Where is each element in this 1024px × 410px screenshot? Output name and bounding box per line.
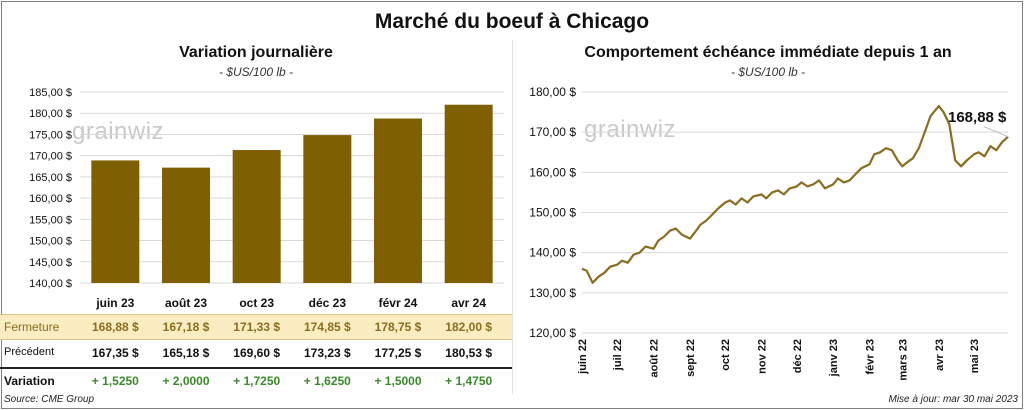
left-watermark-logo: grainwiz (72, 118, 165, 145)
prev-cell: 180,53 $ (445, 346, 493, 360)
bar-category-label: févr 24 (379, 296, 418, 310)
price-line-series (581, 105, 1009, 284)
bar-4 (374, 118, 422, 284)
previous-row-label: Précédent (4, 346, 55, 358)
last-value-label: 168,88 $ (948, 109, 1007, 126)
bar-y-tick-label: 155,00 $ (29, 214, 72, 226)
line-x-tick-label: août 22 (649, 339, 661, 378)
bar-chart: 140,00 $ 145,00 $ 150,00 $ 155,00 $ 160,00 $… (29, 87, 504, 310)
previous-row: Précédent 167,35 $ 165,18 $ 169,60 $ 173,23… (0, 341, 512, 365)
var-cell: + 1,6250 (303, 374, 351, 388)
bar-y-tick-label: 180,00 $ (29, 108, 72, 120)
line-x-tick-label: juil 22 (612, 339, 624, 371)
bar-y-tick-label: 175,00 $ (29, 129, 72, 141)
line-x-tick-label: févr 23 (865, 339, 877, 374)
bar-category-label: juin 23 (95, 296, 134, 310)
last-value-leader (983, 126, 1009, 138)
prev-cell: 167,35 $ (91, 346, 139, 360)
line-y-tick-label: 150,00 $ (529, 206, 576, 220)
line-x-tick-label: oct 22 (720, 339, 732, 371)
bar-2 (232, 150, 281, 283)
bar-category-label: oct 23 (239, 296, 274, 310)
var-cell: + 1,7250 (233, 374, 281, 388)
left-chart-unit: - $US/100 lb - (218, 65, 294, 79)
bar-0 (91, 160, 140, 283)
prev-cell: 165,18 $ (162, 346, 210, 360)
close-cell: 171,33 $ (233, 320, 281, 334)
bar-y-tick-label: 160,00 $ (29, 193, 72, 205)
bar-1 (162, 167, 210, 283)
bar-y-tick-label: 170,00 $ (29, 151, 72, 163)
bar-y-tick-label: 140,00 $ (29, 278, 72, 290)
line-x-tick-label: mai 23 (969, 339, 981, 373)
line-y-tick-label: 120,00 $ (529, 326, 576, 340)
line-x-tick-label: sept 22 (685, 339, 697, 377)
source-note: Source: CME Group (4, 394, 95, 405)
close-row: Fermeture 168,88 $ 167,18 $ 171,33 $ 174,85… (0, 314, 512, 340)
prev-cell: 173,23 $ (303, 346, 351, 360)
bar-category-label: août 23 (165, 296, 207, 310)
line-x-tick-label: déc 22 (792, 339, 804, 373)
bar-3 (303, 135, 352, 283)
var-cell: + 1,4750 (445, 374, 493, 388)
var-cell: + 1,5250 (91, 374, 139, 388)
prev-cell: 177,25 $ (374, 346, 422, 360)
line-x-tick-label: mars 23 (897, 339, 909, 381)
line-x-tick-label: nov 22 (757, 339, 769, 374)
line-y-tick-label: 160,00 $ (529, 165, 576, 179)
line-x-tick-label: janv 23 (828, 339, 840, 377)
close-cell: 174,85 $ (303, 320, 351, 334)
line-x-tick-label: juin 22 (577, 339, 589, 375)
var-cell: + 2,0000 (162, 374, 210, 388)
right-watermark-logo: grainwiz (584, 116, 677, 143)
line-x-tick-label: avr 23 (934, 339, 946, 371)
change-row: Variation + 1,5250 + 2,0000 + 1,7250 + 1,62… (0, 367, 512, 393)
bar-y-tick-label: 185,00 $ (29, 87, 72, 99)
close-cell: 182,00 $ (445, 320, 493, 334)
bar-y-tick-label: 150,00 $ (29, 236, 72, 248)
line-y-tick-label: 180,00 $ (529, 85, 576, 99)
page-title: Marché du boeuf à Chicago (374, 10, 650, 33)
right-chart-unit: - $US/100 lb - (730, 65, 806, 79)
right-chart-title: Comportement échéance immédiate depuis 1… (584, 44, 952, 61)
var-cell: + 1,5000 (374, 374, 422, 388)
close-cell: 178,75 $ (374, 320, 422, 334)
bar-category-label: déc 23 (309, 296, 347, 310)
close-cell: 168,88 $ (91, 320, 139, 334)
panel-divider (512, 40, 513, 394)
line-y-tick-label: 130,00 $ (529, 286, 576, 300)
left-chart-title: Variation journalière (179, 44, 333, 61)
bar-y-tick-label: 165,00 $ (29, 172, 72, 184)
prev-cell: 169,60 $ (233, 346, 281, 360)
bar-5 (444, 104, 493, 283)
change-row-label: Variation (4, 374, 55, 388)
close-cell: 167,18 $ (162, 320, 210, 334)
line-y-tick-label: 170,00 $ (529, 125, 576, 139)
line-y-tick-label: 140,00 $ (529, 246, 576, 260)
update-note: Mise à jour: mar 30 mai 2023 (888, 394, 1018, 405)
bar-category-label: avr 24 (451, 296, 486, 310)
bar-y-tick-label: 145,00 $ (29, 257, 72, 269)
line-chart: 120,00 $ 130,00 $ 140,00 $ 150,00 $ 160,00 $… (529, 85, 1009, 381)
close-row-label: Fermeture (4, 320, 60, 334)
